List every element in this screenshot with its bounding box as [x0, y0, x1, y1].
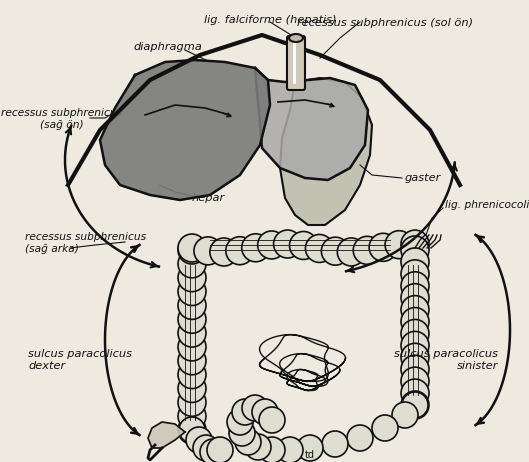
- Circle shape: [245, 434, 271, 460]
- Circle shape: [401, 367, 429, 395]
- Circle shape: [178, 292, 206, 319]
- Circle shape: [297, 435, 323, 461]
- Text: lig. falciforme (hepatis): lig. falciforme (hepatis): [204, 15, 336, 25]
- Circle shape: [178, 361, 206, 389]
- Circle shape: [401, 391, 429, 419]
- Circle shape: [193, 435, 219, 461]
- Circle shape: [401, 296, 429, 323]
- Circle shape: [178, 305, 206, 333]
- Text: recessus subphrenicus
(sağ ön): recessus subphrenicus (sağ ön): [2, 108, 123, 130]
- Circle shape: [179, 417, 205, 443]
- Circle shape: [235, 429, 261, 455]
- Circle shape: [258, 231, 286, 259]
- Circle shape: [242, 395, 268, 421]
- Text: td: td: [305, 450, 315, 460]
- Text: sulcus paracolicus
sinister: sulcus paracolicus sinister: [394, 349, 498, 371]
- Circle shape: [178, 375, 206, 402]
- Circle shape: [229, 420, 255, 446]
- Circle shape: [289, 231, 317, 260]
- Circle shape: [178, 347, 206, 375]
- Circle shape: [347, 425, 373, 451]
- Polygon shape: [100, 60, 270, 200]
- Polygon shape: [148, 422, 185, 448]
- FancyBboxPatch shape: [287, 36, 305, 90]
- Circle shape: [353, 237, 381, 264]
- Circle shape: [186, 427, 212, 453]
- Circle shape: [401, 355, 429, 383]
- Circle shape: [252, 399, 278, 425]
- Circle shape: [401, 260, 429, 288]
- Text: gaster: gaster: [405, 173, 441, 183]
- Circle shape: [401, 236, 429, 264]
- Circle shape: [402, 392, 428, 418]
- Circle shape: [178, 388, 206, 416]
- Circle shape: [207, 437, 233, 462]
- Circle shape: [178, 416, 206, 444]
- Circle shape: [372, 415, 398, 441]
- Circle shape: [178, 264, 206, 292]
- Circle shape: [178, 236, 206, 264]
- Circle shape: [242, 234, 270, 262]
- Circle shape: [385, 231, 413, 259]
- Circle shape: [305, 235, 333, 262]
- Circle shape: [259, 437, 285, 462]
- Circle shape: [401, 272, 429, 300]
- Polygon shape: [280, 78, 372, 225]
- Ellipse shape: [289, 34, 303, 42]
- Circle shape: [194, 237, 222, 265]
- Circle shape: [321, 237, 349, 265]
- Circle shape: [338, 238, 366, 266]
- Circle shape: [392, 402, 418, 428]
- Circle shape: [178, 333, 206, 361]
- Circle shape: [401, 248, 429, 276]
- Circle shape: [401, 308, 429, 335]
- Circle shape: [277, 437, 303, 462]
- Text: sulcus paracolicus
dexter: sulcus paracolicus dexter: [28, 349, 132, 371]
- Circle shape: [200, 439, 226, 462]
- Circle shape: [401, 379, 429, 407]
- Circle shape: [178, 278, 206, 305]
- Text: hepar: hepar: [192, 193, 225, 203]
- Circle shape: [401, 319, 429, 347]
- Circle shape: [401, 230, 429, 258]
- Circle shape: [401, 331, 429, 359]
- Circle shape: [210, 238, 238, 266]
- Circle shape: [401, 343, 429, 371]
- Circle shape: [226, 237, 254, 265]
- Circle shape: [227, 409, 253, 435]
- Circle shape: [232, 399, 258, 425]
- Text: recessus subphrenicus
(sağ arka): recessus subphrenicus (sağ arka): [25, 232, 146, 254]
- Circle shape: [178, 402, 206, 430]
- Circle shape: [322, 431, 348, 457]
- Circle shape: [178, 234, 206, 262]
- Circle shape: [369, 233, 397, 261]
- Circle shape: [401, 284, 429, 312]
- Circle shape: [259, 407, 285, 433]
- Text: lig. phrenicocolicum: lig. phrenicocolicum: [445, 200, 529, 210]
- Circle shape: [273, 230, 302, 258]
- Text: diaphragma: diaphragma: [133, 42, 203, 52]
- Polygon shape: [255, 68, 368, 180]
- Circle shape: [178, 319, 206, 347]
- Text: recessus subphrenicus (sol ön): recessus subphrenicus (sol ön): [297, 18, 473, 28]
- Circle shape: [178, 250, 206, 278]
